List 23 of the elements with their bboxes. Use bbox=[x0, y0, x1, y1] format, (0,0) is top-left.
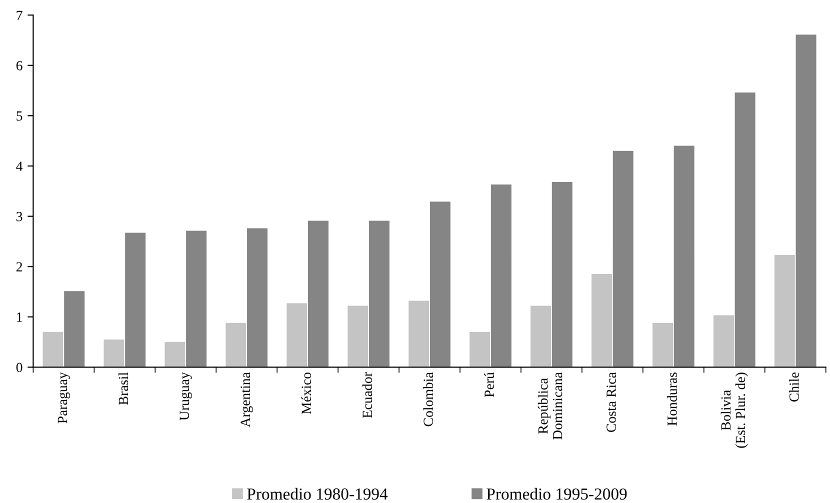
x-tick-label: Perú bbox=[484, 372, 494, 398]
y-tick-label: 1 bbox=[17, 312, 22, 322]
y-tick-label: 0 bbox=[16, 362, 22, 372]
y-tick-label: 5 bbox=[16, 111, 22, 121]
y-tick-label: 2 bbox=[16, 262, 22, 272]
legend-label: Promedio 1995-2009 bbox=[486, 488, 627, 500]
x-tick-label: Brasil bbox=[118, 372, 128, 405]
x-tick-label: Argentina bbox=[240, 372, 253, 428]
x-tick-label: Chile bbox=[789, 372, 799, 402]
x-tick-label: Colombia bbox=[423, 372, 433, 426]
x-tick-label: Ecuador bbox=[362, 372, 372, 418]
y-tick-label: 4 bbox=[16, 162, 23, 171]
y-tick-label: 7 bbox=[16, 10, 22, 20]
y-tick-label: 6 bbox=[16, 61, 22, 70]
x-tick-label: Honduras bbox=[667, 372, 677, 426]
x-tick-label: Uruguay bbox=[180, 372, 192, 420]
y-tick-label: 3 bbox=[16, 212, 22, 222]
x-tick-label: Costa Rica bbox=[606, 372, 616, 432]
x-tick-label: Paraguay bbox=[58, 372, 70, 424]
x-tick-label: Bolivia (Est. Plur. de) bbox=[720, 372, 748, 448]
legend-label: Promedio 1980-1994 bbox=[247, 488, 388, 500]
x-tick-label: México bbox=[301, 372, 312, 414]
x-tick-label: República Dominicana bbox=[538, 372, 562, 440]
